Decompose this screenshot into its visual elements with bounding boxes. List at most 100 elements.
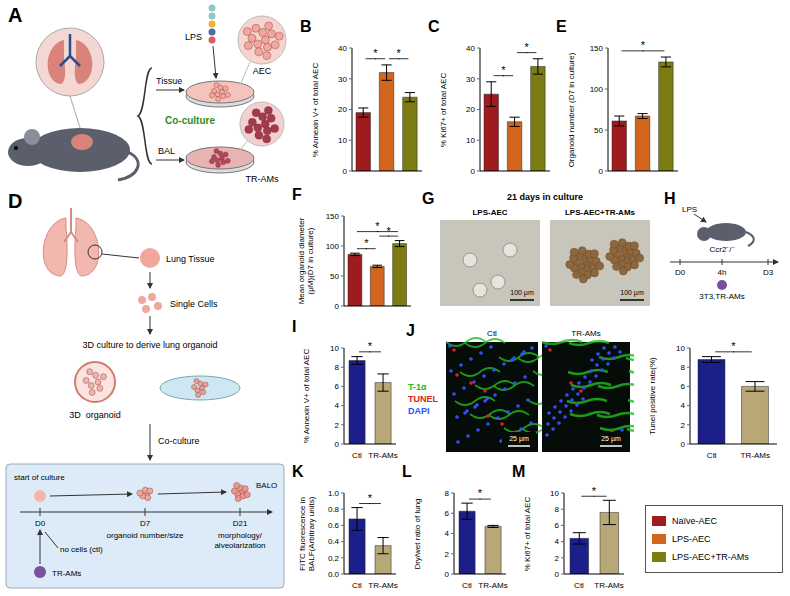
- svg-text:2: 2: [681, 421, 686, 430]
- svg-text:D21: D21: [233, 519, 248, 528]
- svg-text:Ctl: Ctl: [574, 581, 584, 590]
- svg-text:8: 8: [681, 363, 686, 372]
- svg-text:8: 8: [335, 363, 340, 372]
- svg-text:10: 10: [338, 136, 347, 145]
- svg-text:0.0: 0.0: [328, 570, 340, 579]
- svg-text:LPS-AEC: LPS-AEC: [472, 208, 507, 217]
- svg-text:TR-AMs: TR-AMs: [368, 451, 397, 460]
- svg-text:Ctl: Ctl: [462, 581, 472, 590]
- svg-text:0.6: 0.6: [328, 521, 340, 530]
- svg-text:TR-AMs: TR-AMs: [368, 581, 397, 590]
- svg-text:D7: D7: [140, 519, 151, 528]
- svg-text:30: 30: [338, 75, 347, 84]
- svg-text:Co-culture: Co-culture: [158, 436, 200, 446]
- svg-text:D0: D0: [35, 519, 46, 528]
- svg-text:0: 0: [599, 167, 604, 175]
- svg-text:150: 150: [590, 44, 604, 53]
- svg-text:*: *: [368, 340, 373, 352]
- svg-text:*: *: [397, 47, 402, 59]
- svg-text:6: 6: [335, 382, 340, 391]
- svg-text:alveolarization: alveolarization: [214, 541, 265, 550]
- svg-text:Single Cells: Single Cells: [170, 299, 218, 309]
- svg-text:4: 4: [681, 401, 686, 410]
- svg-text:*: *: [375, 220, 380, 232]
- svg-text:3T3,TR-AMs: 3T3,TR-AMs: [699, 292, 744, 301]
- svg-text:DAPI: DAPI: [408, 406, 430, 416]
- svg-text:TR-AMs: TR-AMs: [571, 329, 600, 338]
- svg-text:Ctl: Ctl: [352, 451, 362, 460]
- svg-text:0.4: 0.4: [328, 537, 340, 546]
- svg-text:A: A: [8, 4, 22, 26]
- svg-text:*: *: [373, 47, 378, 59]
- svg-text:BALO: BALO: [256, 481, 277, 490]
- svg-text:150: 150: [326, 212, 340, 221]
- svg-text:D3: D3: [763, 268, 774, 277]
- svg-text:*: *: [501, 64, 506, 76]
- svg-text:*: *: [525, 41, 530, 53]
- svg-text:50: 50: [330, 272, 339, 281]
- svg-text:0: 0: [681, 440, 686, 449]
- svg-text:Ctl: Ctl: [487, 329, 497, 338]
- svg-text:Ccr2⁻/⁻: Ccr2⁻/⁻: [709, 245, 734, 254]
- svg-text:TR-AMs: TR-AMs: [478, 581, 507, 590]
- svg-text:LPS: LPS: [185, 32, 202, 42]
- svg-text:*: *: [364, 237, 369, 249]
- svg-text:10: 10: [676, 344, 685, 353]
- svg-text:25 µm: 25 µm: [601, 435, 621, 443]
- svg-text:6: 6: [555, 521, 560, 530]
- svg-text:Ctl: Ctl: [707, 451, 717, 460]
- svg-text:*: *: [368, 492, 373, 504]
- svg-text:0.2: 0.2: [328, 554, 340, 563]
- svg-text:100 µm: 100 µm: [620, 289, 644, 297]
- svg-text:TR-AMs: TR-AMs: [52, 569, 81, 578]
- svg-text:LPS: LPS: [682, 205, 697, 214]
- svg-text:10: 10: [330, 344, 339, 353]
- svg-text:0: 0: [335, 440, 340, 449]
- svg-text:AEC: AEC: [253, 66, 272, 76]
- svg-text:0: 0: [555, 570, 560, 579]
- svg-text:100: 100: [590, 85, 604, 94]
- svg-text:D: D: [8, 190, 22, 212]
- svg-text:2: 2: [445, 550, 450, 559]
- svg-text:100 µm: 100 µm: [510, 289, 534, 297]
- svg-text:0: 0: [343, 167, 348, 175]
- svg-text:Lung Tissue: Lung Tissue: [166, 254, 215, 264]
- svg-text:TR-AMs: TR-AMs: [594, 581, 623, 590]
- svg-text:25 µm: 25 µm: [509, 435, 529, 443]
- svg-text:1.0: 1.0: [328, 489, 340, 498]
- svg-text:0.8: 0.8: [328, 505, 340, 514]
- svg-text:20: 20: [466, 105, 475, 114]
- svg-text:*: *: [478, 487, 483, 499]
- svg-text:*: *: [387, 225, 392, 237]
- svg-text:4: 4: [555, 537, 560, 546]
- svg-text:8: 8: [445, 489, 450, 498]
- svg-text:4: 4: [335, 401, 340, 410]
- svg-text:morphology/: morphology/: [218, 531, 263, 540]
- svg-text:21 days in culture: 21 days in culture: [507, 192, 583, 202]
- svg-text:BAL: BAL: [158, 146, 175, 156]
- svg-text:D0: D0: [675, 268, 686, 277]
- svg-text:start of culture: start of culture: [14, 473, 65, 482]
- svg-text:2: 2: [555, 554, 560, 563]
- svg-text:40: 40: [338, 44, 347, 53]
- svg-text:TR-AMs: TR-AMs: [246, 174, 279, 184]
- svg-text:Tissue: Tissue: [156, 76, 182, 86]
- svg-text:20: 20: [338, 105, 347, 114]
- svg-text:100: 100: [326, 242, 340, 251]
- svg-text:30: 30: [466, 75, 475, 84]
- svg-text:3D culture to derive lung orga: 3D culture to derive lung organoid: [82, 340, 217, 350]
- svg-text:8: 8: [555, 505, 560, 514]
- svg-text:6: 6: [681, 382, 686, 391]
- svg-text:2: 2: [335, 421, 340, 430]
- svg-text:G: G: [422, 190, 434, 207]
- svg-text:H: H: [664, 190, 676, 207]
- svg-text:0: 0: [471, 167, 476, 175]
- svg-text:*: *: [731, 340, 736, 352]
- svg-text:4: 4: [445, 529, 450, 538]
- svg-text:LPS-AEC+TR-AMs: LPS-AEC+TR-AMs: [565, 208, 636, 217]
- svg-text:no cells (ctl): no cells (ctl): [60, 545, 103, 554]
- svg-text:3D organoid: 3D organoid: [69, 410, 121, 420]
- svg-text:T-1α: T-1α: [408, 382, 427, 392]
- svg-text:4h: 4h: [718, 268, 727, 277]
- svg-text:50: 50: [594, 126, 603, 135]
